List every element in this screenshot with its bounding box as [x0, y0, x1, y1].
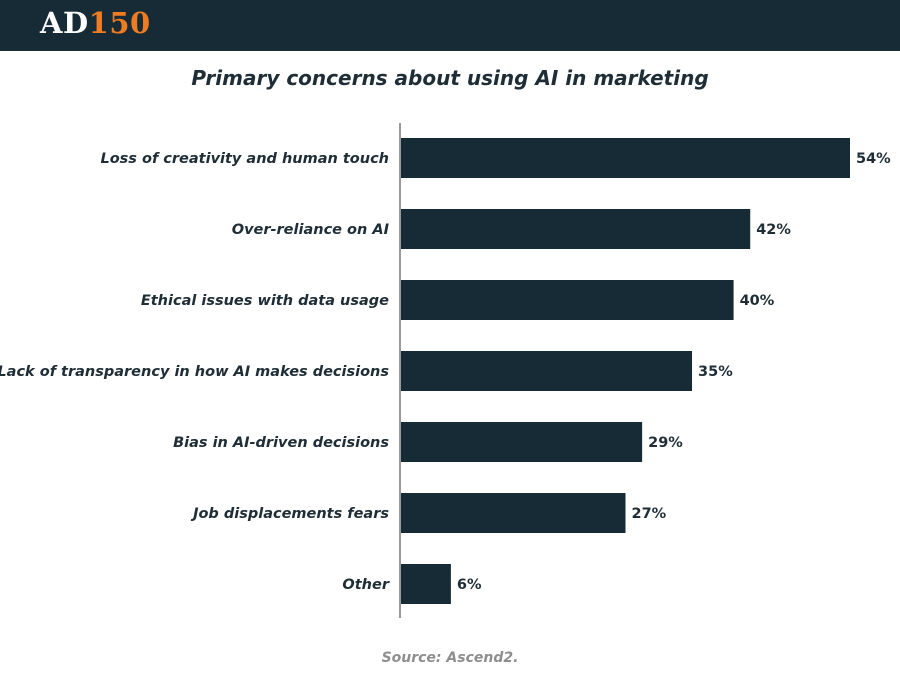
- logo-text-main: AD: [40, 6, 89, 40]
- source-note: Source: Ascend2.: [381, 650, 519, 666]
- value-label: 27%: [632, 506, 667, 522]
- header-bar: AD150: [0, 0, 900, 51]
- category-label: Over-reliance on AI: [232, 222, 390, 238]
- ad150-logo: AD150: [40, 6, 151, 40]
- bar: [401, 564, 451, 604]
- category-label: Loss of creativity and human touch: [100, 151, 389, 167]
- value-label: 54%: [856, 151, 891, 167]
- chart-title: Primary concerns about using AI in marke…: [191, 66, 709, 90]
- value-label: 40%: [740, 293, 775, 309]
- logo-text-accent: 150: [88, 6, 151, 40]
- category-label: Ethical issues with data usage: [141, 293, 389, 309]
- category-label: Job displacements fears: [190, 506, 389, 522]
- category-label: Bias in AI-driven decisions: [173, 435, 389, 451]
- bar: [401, 422, 643, 462]
- value-label: 29%: [648, 435, 683, 451]
- category-label: Lack of transparency in how AI makes dec…: [0, 364, 389, 380]
- bar: [401, 351, 693, 391]
- value-label: 42%: [756, 222, 791, 238]
- bar: [401, 138, 850, 178]
- bar: [401, 209, 751, 249]
- category-label: Other: [342, 577, 389, 593]
- value-label: 6%: [457, 577, 482, 593]
- bar: [401, 280, 734, 320]
- value-label: 35%: [698, 364, 733, 380]
- bar: [401, 493, 626, 533]
